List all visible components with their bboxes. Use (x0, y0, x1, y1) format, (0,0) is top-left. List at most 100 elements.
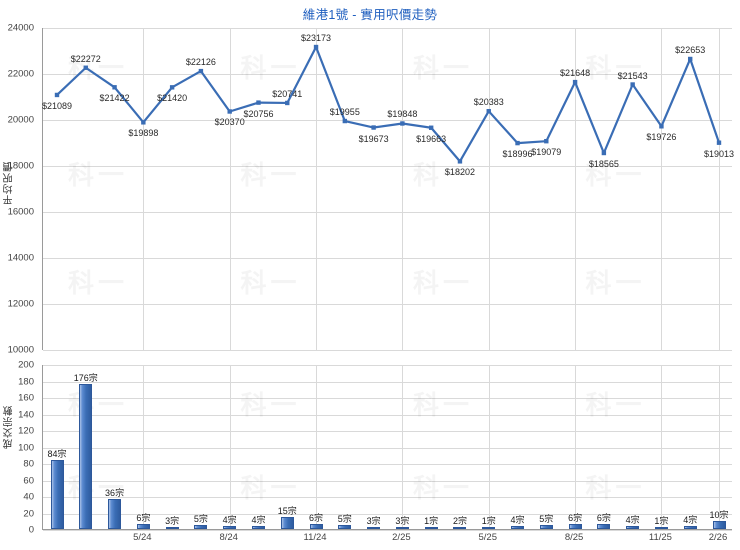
price-point-marker (716, 140, 722, 145)
volume-bar-label: 15宗 (277, 505, 297, 516)
price-point-marker (630, 82, 635, 87)
vertical-gridline (719, 28, 720, 350)
x-axis-tick: 11/25 (648, 532, 672, 543)
gridline (43, 350, 732, 351)
price-point-marker (83, 65, 88, 70)
volume-y-tick: 100 (18, 442, 34, 453)
volume-bar (338, 524, 352, 529)
price-y-tick: 12000 (7, 298, 34, 310)
gridline (43, 304, 732, 305)
vertical-gridline (575, 28, 577, 350)
vertical-gridline (143, 28, 145, 350)
volume-y-axis-ticks: 200 180 160 140 120 100 80 60 40 20 0 (0, 355, 38, 545)
vertical-gridline (316, 365, 318, 529)
vertical-gridline (661, 28, 663, 350)
volume-bar (712, 520, 726, 529)
watermark: 科一 (68, 385, 128, 422)
volume-y-tick: 200 (18, 359, 34, 371)
price-chart-panel: 平均呎價 24000 22000 20000 18000 16000 14000 12000… (0, 18, 740, 356)
price-point-marker (169, 85, 175, 90)
gridline (43, 431, 732, 432)
price-point-marker (428, 125, 434, 130)
vertical-gridline (575, 365, 577, 529)
price-plot-area: 科一科一科一科一科一科一科一科一科一科一科一科一 $21089$22272$21… (42, 28, 734, 351)
volume-bar (539, 524, 553, 529)
gridline (43, 513, 732, 515)
volume-bar (79, 383, 93, 529)
gridline (43, 497, 732, 498)
volume-bar (683, 525, 697, 529)
price-point-marker (227, 109, 232, 114)
gridline (43, 74, 732, 75)
volume-bar-label: 4宗 (625, 514, 640, 525)
page-title: 維港1號 - 實用呎價走勢 (302, 8, 438, 22)
volume-bar (251, 525, 265, 529)
gridline (43, 480, 732, 482)
price-point-marker (457, 159, 463, 164)
watermark: 科一 (241, 385, 301, 422)
price-point-marker (313, 44, 319, 50)
volume-y-tick: 40 (23, 491, 34, 503)
volume-bar (108, 499, 122, 529)
price-y-axis-ticks: 24000 22000 20000 18000 16000 14000 12000 10000 (0, 18, 38, 356)
price-point-marker (688, 56, 693, 62)
watermark: 科一 (586, 468, 646, 505)
price-point-marker (601, 150, 607, 156)
volume-bar-label: 4宗 (251, 514, 266, 525)
gridline (43, 414, 732, 416)
gridline (43, 381, 732, 383)
price-point-marker (486, 108, 491, 114)
volume-y-tick: 180 (18, 376, 34, 387)
gridline (43, 28, 732, 29)
gridline (43, 212, 732, 213)
volume-bar-label: 84宗 (47, 448, 67, 459)
x-axis-tick: 5/25 (478, 532, 497, 543)
price-point-marker (285, 100, 290, 106)
price-point-marker (342, 118, 348, 124)
price-y-tick: 22000 (7, 68, 34, 80)
price-y-tick: 14000 (7, 252, 34, 264)
watermark: 科一 (413, 468, 473, 505)
x-axis-tick: 5/24 (133, 532, 152, 543)
volume-bar (654, 527, 668, 529)
gridline (43, 258, 732, 259)
price-point-marker (572, 79, 578, 85)
x-axis-ticks: 5/24 8/24 11/24 2/25 5/25 8/25 11/25 2/26 (0, 532, 740, 548)
price-point-marker (371, 125, 376, 130)
price-y-tick: 20000 (7, 114, 34, 126)
price-line-series (54, 44, 722, 164)
price-point-marker (141, 120, 146, 125)
volume-y-tick: 0 (28, 524, 34, 536)
price-polyline (56, 45, 721, 163)
volume-y-tick: 120 (18, 425, 34, 437)
volume-bar-label: 3宗 (366, 515, 381, 526)
volume-bar (511, 525, 525, 529)
volume-bar (424, 527, 438, 529)
price-y-tick: 18000 (7, 160, 34, 172)
volume-bar (309, 524, 323, 529)
volume-bar-label: 2宗 (452, 516, 467, 526)
watermark: 科一 (241, 468, 301, 505)
gridline (43, 120, 732, 121)
vertical-gridline (661, 365, 663, 529)
watermark: 科一 (413, 385, 473, 422)
vertical-gridline (402, 365, 404, 529)
vertical-gridline (719, 365, 720, 529)
price-point-marker (515, 140, 520, 146)
x-axis-tick: 8/24 (219, 532, 238, 543)
price-y-tick: 16000 (7, 206, 34, 218)
volume-bar (165, 526, 179, 529)
price-point-marker (256, 100, 261, 105)
volume-bar-label: 4宗 (683, 514, 698, 525)
volume-bar (223, 525, 237, 529)
gridline (43, 464, 732, 465)
x-axis-tick: 2/26 (708, 532, 728, 543)
price-point-marker (659, 124, 664, 129)
volume-plot-area: 科一科一科一科一科一科一科一科一 84宗176宗36宗6宗3宗5宗4宗4宗15宗… (42, 365, 732, 531)
volume-bar (194, 524, 208, 529)
volume-bar (136, 524, 150, 529)
vertical-gridline (229, 28, 231, 350)
watermark: 科一 (586, 385, 646, 422)
